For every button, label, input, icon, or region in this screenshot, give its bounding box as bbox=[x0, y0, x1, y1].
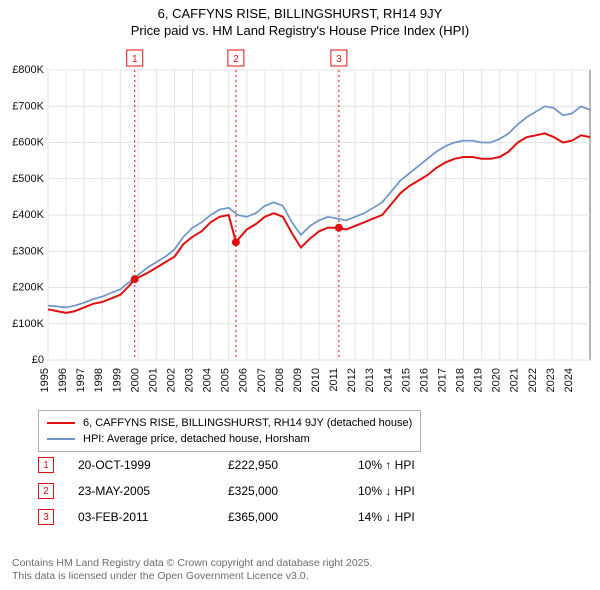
legend-item: HPI: Average price, detached house, Hors… bbox=[47, 431, 412, 447]
sale-event-row: 3 03-FEB-2011£365,00014% ↓ HPI bbox=[38, 504, 478, 530]
svg-text:2001: 2001 bbox=[147, 368, 159, 392]
svg-text:2012: 2012 bbox=[346, 368, 358, 392]
svg-text:2: 2 bbox=[233, 54, 239, 65]
svg-text:2018: 2018 bbox=[455, 368, 467, 392]
svg-text:2006: 2006 bbox=[238, 368, 250, 392]
svg-text:2017: 2017 bbox=[436, 368, 448, 392]
chart-title-line1: 6, CAFFYNS RISE, BILLINGSHURST, RH14 9JY bbox=[0, 0, 600, 21]
svg-text:2008: 2008 bbox=[274, 368, 286, 392]
svg-text:£100K: £100K bbox=[12, 318, 44, 330]
svg-text:2020: 2020 bbox=[491, 368, 503, 392]
event-delta: 10% ↓ HPI bbox=[358, 484, 478, 498]
sale-event-row: 2 23-MAY-2005£325,00010% ↓ HPI bbox=[38, 478, 478, 504]
license-footer: Contains HM Land Registry data © Crown c… bbox=[12, 557, 372, 584]
svg-text:2009: 2009 bbox=[292, 368, 304, 392]
chart-title-line2: Price paid vs. HM Land Registry's House … bbox=[0, 21, 600, 38]
svg-text:2023: 2023 bbox=[545, 368, 557, 392]
svg-text:£200K: £200K bbox=[12, 282, 44, 294]
svg-text:2024: 2024 bbox=[563, 368, 575, 392]
event-marker-badge: 1 bbox=[38, 457, 54, 473]
sale-event-row: 1 20-OCT-1999£222,95010% ↑ HPI bbox=[38, 452, 478, 478]
legend-label: HPI: Average price, detached house, Hors… bbox=[83, 433, 310, 445]
svg-text:2007: 2007 bbox=[256, 368, 268, 392]
svg-text:2014: 2014 bbox=[382, 368, 394, 392]
svg-text:2000: 2000 bbox=[129, 368, 141, 392]
legend-swatch bbox=[47, 438, 75, 440]
svg-text:2011: 2011 bbox=[328, 368, 340, 392]
svg-text:£300K: £300K bbox=[12, 245, 44, 257]
event-marker-badge: 3 bbox=[38, 509, 54, 525]
event-delta: 10% ↑ HPI bbox=[358, 458, 478, 472]
svg-text:3: 3 bbox=[336, 54, 342, 65]
svg-text:2019: 2019 bbox=[473, 368, 485, 392]
svg-text:£0: £0 bbox=[32, 354, 44, 366]
legend-swatch bbox=[47, 422, 75, 424]
chart-svg: £0 £100K £200K £300K £400K £500K £600K £700K £80… bbox=[0, 44, 600, 404]
svg-text:2013: 2013 bbox=[364, 368, 376, 392]
svg-text:2016: 2016 bbox=[418, 368, 430, 392]
legend: 6, CAFFYNS RISE, BILLINGSHURST, RH14 9JY… bbox=[38, 410, 421, 452]
event-price: £325,000 bbox=[228, 484, 358, 498]
legend-label: 6, CAFFYNS RISE, BILLINGSHURST, RH14 9JY… bbox=[83, 417, 412, 429]
svg-text:1999: 1999 bbox=[111, 368, 123, 392]
legend-item: 6, CAFFYNS RISE, BILLINGSHURST, RH14 9JY… bbox=[47, 415, 412, 431]
svg-text:£600K: £600K bbox=[12, 137, 44, 149]
sale-event-table: 1 20-OCT-1999£222,95010% ↑ HPI 2 23-MAY-200… bbox=[38, 452, 478, 530]
svg-text:1997: 1997 bbox=[75, 368, 87, 392]
svg-text:£400K: £400K bbox=[12, 209, 44, 221]
svg-text:2021: 2021 bbox=[509, 368, 521, 392]
svg-text:£700K: £700K bbox=[12, 100, 44, 112]
svg-text:2002: 2002 bbox=[165, 368, 177, 392]
footer-line1: Contains HM Land Registry data © Crown c… bbox=[12, 557, 372, 571]
event-date: 03-FEB-2011 bbox=[78, 510, 228, 524]
svg-text:2003: 2003 bbox=[184, 368, 196, 392]
chart-area: £0 £100K £200K £300K £400K £500K £600K £700K £80… bbox=[0, 44, 600, 404]
svg-text:2004: 2004 bbox=[202, 368, 214, 392]
svg-text:£500K: £500K bbox=[12, 173, 44, 185]
svg-text:2005: 2005 bbox=[220, 368, 232, 392]
svg-text:1996: 1996 bbox=[57, 368, 69, 392]
svg-text:1: 1 bbox=[132, 54, 138, 65]
svg-text:1998: 1998 bbox=[93, 368, 105, 392]
event-date: 20-OCT-1999 bbox=[78, 458, 228, 472]
footer-line2: This data is licensed under the Open Gov… bbox=[12, 570, 372, 584]
svg-text:£800K: £800K bbox=[12, 64, 44, 76]
event-delta: 14% ↓ HPI bbox=[358, 510, 478, 524]
event-marker-badge: 2 bbox=[38, 483, 54, 499]
event-date: 23-MAY-2005 bbox=[78, 484, 228, 498]
svg-text:2010: 2010 bbox=[310, 368, 322, 392]
svg-text:1995: 1995 bbox=[39, 368, 51, 392]
event-price: £222,950 bbox=[228, 458, 358, 472]
svg-text:2022: 2022 bbox=[527, 368, 539, 392]
svg-text:2015: 2015 bbox=[400, 368, 412, 392]
event-price: £365,000 bbox=[228, 510, 358, 524]
